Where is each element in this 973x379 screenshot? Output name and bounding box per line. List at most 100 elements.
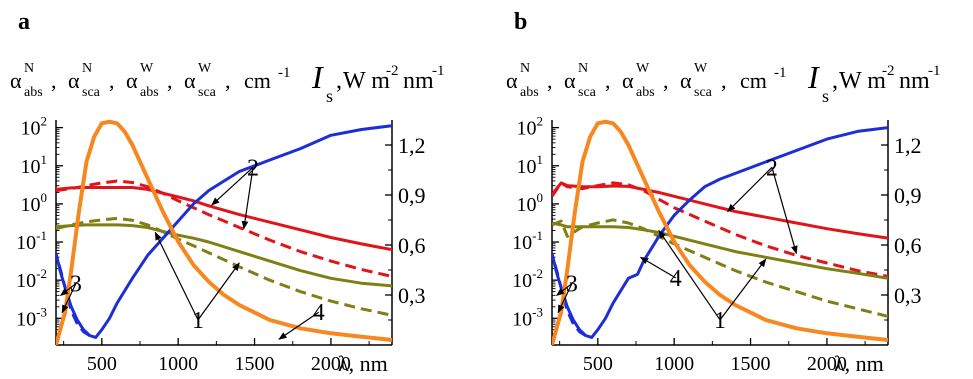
y-tick-label-left: 102	[21, 114, 48, 140]
y-tick-base: 10	[517, 156, 537, 178]
curve-arrow	[555, 283, 573, 296]
right-axis-label: Is,W m-2 nm-1	[311, 59, 445, 106]
axis-label-exp: -2	[386, 63, 399, 79]
y-tick-label-right: 0,9	[894, 183, 922, 208]
y-tick-label-right: 0,6	[894, 233, 922, 258]
y-tick-label-right: 1,2	[894, 133, 922, 158]
y-tick-exp: 0	[41, 190, 48, 205]
right-axis-label: Is,W m-2 nm-1	[807, 59, 941, 106]
y-tick-label-right: 0,9	[398, 183, 426, 208]
y-tick-base: 10	[21, 156, 41, 178]
series-line-N_sca	[552, 181, 888, 278]
x-tick-label: 2000	[807, 353, 847, 375]
y-tick-label-left: 10-2	[512, 266, 543, 292]
x-tick-label: 1000	[158, 353, 198, 375]
axis-label-unit-exp: -1	[774, 65, 787, 81]
curve-arrow	[197, 262, 240, 321]
axis-label-sub: abs	[636, 85, 655, 100]
curve-number-label: 1	[714, 308, 726, 334]
axis-label-alpha: α	[564, 68, 576, 93]
y-tick-label-right: 0,3	[398, 283, 426, 308]
y-tick-label-left: 10-2	[16, 266, 47, 292]
curve-arrow	[727, 166, 773, 213]
axis-label-sup: N	[520, 61, 530, 76]
axis-label-sup: N	[82, 61, 92, 76]
axis-label-sub: sca	[82, 85, 101, 100]
axis-label-exp: -2	[882, 63, 895, 79]
axis-label-I-sub: s	[326, 86, 333, 106]
axis-label-alpha: α	[622, 68, 634, 93]
axis-label-comma: ,	[663, 68, 669, 93]
y-tick-label-left: 10-1	[16, 228, 47, 254]
axis-label-comma: ,	[109, 68, 115, 93]
y-tick-exp: 1	[537, 152, 544, 167]
axis-label-alpha: α	[184, 68, 196, 93]
axis-label-comma: ,	[225, 68, 231, 93]
axis-label-unit: cm	[244, 68, 271, 93]
axis-label-comma: ,	[605, 68, 611, 93]
x-tick-label: 500	[87, 353, 117, 375]
axis-label-sup: W	[636, 61, 650, 76]
series-line-N_abs	[56, 186, 392, 252]
series-line-W_abs	[56, 223, 392, 288]
axis-label-alpha: α	[680, 68, 692, 93]
y-tick-label-left: 102	[517, 114, 544, 140]
y-tick-base: 10	[16, 232, 36, 254]
curve-arrow	[658, 229, 721, 321]
series-line-water_abs	[56, 124, 392, 339]
y-tick-label-left: 100	[21, 190, 48, 216]
y-tick-label-left: 10-3	[16, 304, 47, 330]
axis-label-comma: ,	[832, 68, 838, 94]
x-tick-label: 2000	[311, 353, 351, 375]
y-tick-label-left: 10-1	[512, 228, 543, 254]
panel-label: b	[514, 9, 527, 35]
y-tick-exp: 2	[41, 114, 48, 129]
curve-arrow	[211, 166, 254, 206]
y-tick-exp: -1	[532, 228, 543, 243]
y-tick-exp: -2	[36, 266, 47, 281]
curve-number-label: 4	[670, 266, 682, 292]
axis-label-unit-exp: -1	[278, 65, 291, 81]
y-tick-label-left: 100	[517, 190, 544, 216]
y-tick-exp: 2	[537, 114, 544, 129]
series-line-water_abs	[552, 126, 888, 339]
series-line-water_abs_dash	[553, 264, 593, 339]
axis-label-sub: abs	[520, 85, 539, 100]
y-tick-label-left: 101	[21, 152, 48, 178]
y-tick-exp: -2	[532, 266, 543, 281]
y-tick-exp: 0	[537, 190, 544, 205]
series-line-N_sca	[56, 179, 392, 278]
y-tick-label-left: 101	[517, 152, 544, 178]
x-tick-label: 1500	[731, 353, 771, 375]
axis-label-alpha: α	[68, 68, 80, 93]
curve-arrow	[61, 283, 77, 314]
axis-label-comma: ,	[336, 68, 342, 94]
axis-label-unit: W m	[839, 68, 886, 94]
axis-label-comma: ,	[167, 68, 173, 93]
panel-label: a	[18, 9, 30, 35]
y-tick-base: 10	[517, 194, 537, 216]
curve-arrow	[278, 311, 320, 340]
y-tick-base: 10	[21, 194, 41, 216]
y-tick-exp: -3	[36, 304, 47, 319]
axis-label-sub: abs	[24, 85, 43, 100]
y-tick-exp: -3	[532, 304, 543, 319]
axis-label-sup: W	[140, 61, 154, 76]
axis-label-sup: W	[198, 61, 212, 76]
x-axis-label: λ, nm	[338, 351, 388, 376]
axis-label-sup: N	[24, 61, 34, 76]
x-tick-label: 1500	[235, 353, 275, 375]
axis-label-sub: sca	[578, 85, 597, 100]
series-line-solar	[552, 119, 888, 345]
curve-arrow	[639, 256, 677, 279]
axis-label-sup: W	[694, 61, 708, 76]
x-axis-label: λ, nm	[834, 351, 884, 376]
axis-label-unit: W m	[343, 68, 390, 94]
axis-label-I: I	[807, 59, 820, 95]
curve-number-label: 4	[313, 300, 325, 326]
